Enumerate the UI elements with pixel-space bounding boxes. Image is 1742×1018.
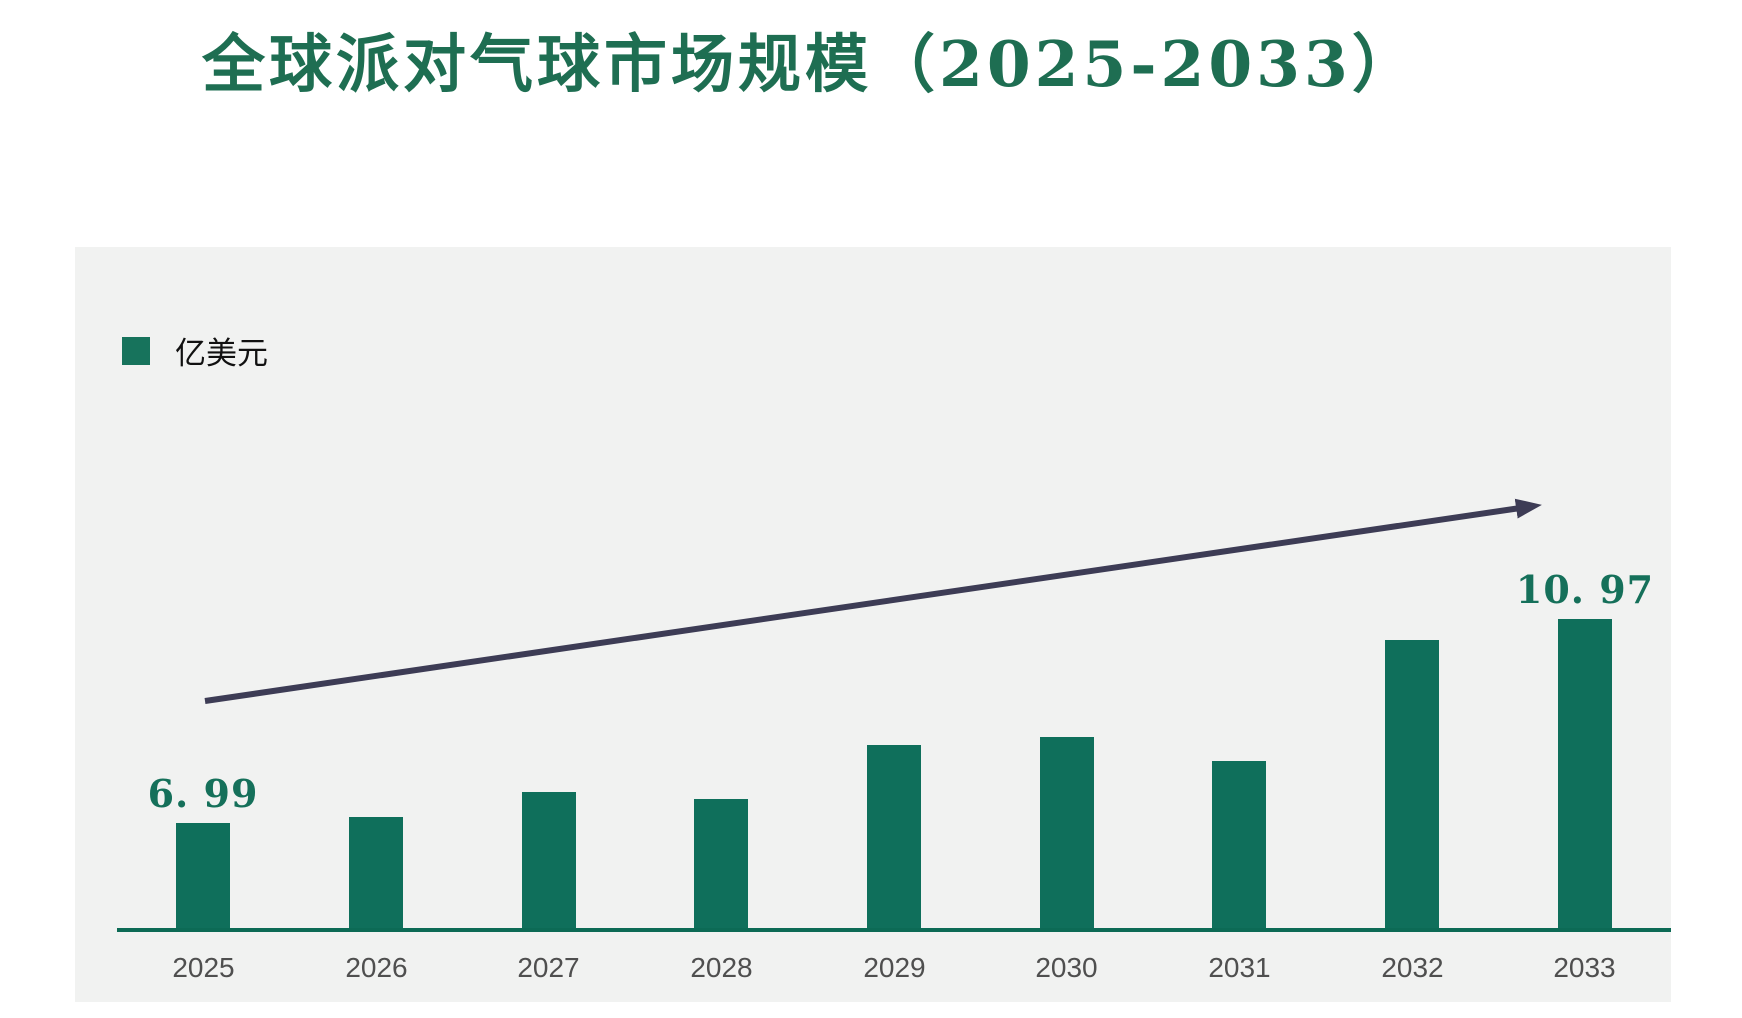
chart-title: 全球派对气球市场规模（2025-2033）: [202, 27, 1419, 101]
bar-2029: [867, 745, 921, 928]
bar-2030: [1040, 737, 1094, 928]
x-tick-label-2026: 2026: [345, 952, 408, 983]
x-tick-label-2032: 2032: [1381, 952, 1444, 983]
legend: 亿美元: [122, 328, 268, 373]
x-tick-label-2025: 2025: [172, 952, 235, 983]
x-tick-label-2027: 2027: [517, 952, 580, 983]
x-axis-line: [117, 928, 1671, 932]
data-label-2033: 10. 97: [1515, 567, 1655, 612]
bar-2027: [522, 792, 576, 928]
x-tick-label-2029: 2029: [863, 952, 926, 983]
legend-swatch-icon: [122, 336, 150, 365]
bar-2028: [694, 799, 748, 928]
bar-2031: [1212, 761, 1266, 928]
x-tick-label-2030: 2030: [1035, 952, 1098, 983]
data-label-2025: 6. 99: [147, 771, 259, 816]
x-tick-label-2031: 2031: [1208, 952, 1271, 983]
bar-2033: [1558, 619, 1612, 928]
x-tick-label-2033: 2033: [1553, 952, 1616, 983]
bar-2025: [176, 823, 230, 928]
legend-label: 亿美元: [175, 336, 268, 372]
bar-2026: [349, 817, 403, 928]
bar-2032: [1385, 640, 1439, 928]
x-tick-label-2028: 2028: [690, 952, 753, 983]
